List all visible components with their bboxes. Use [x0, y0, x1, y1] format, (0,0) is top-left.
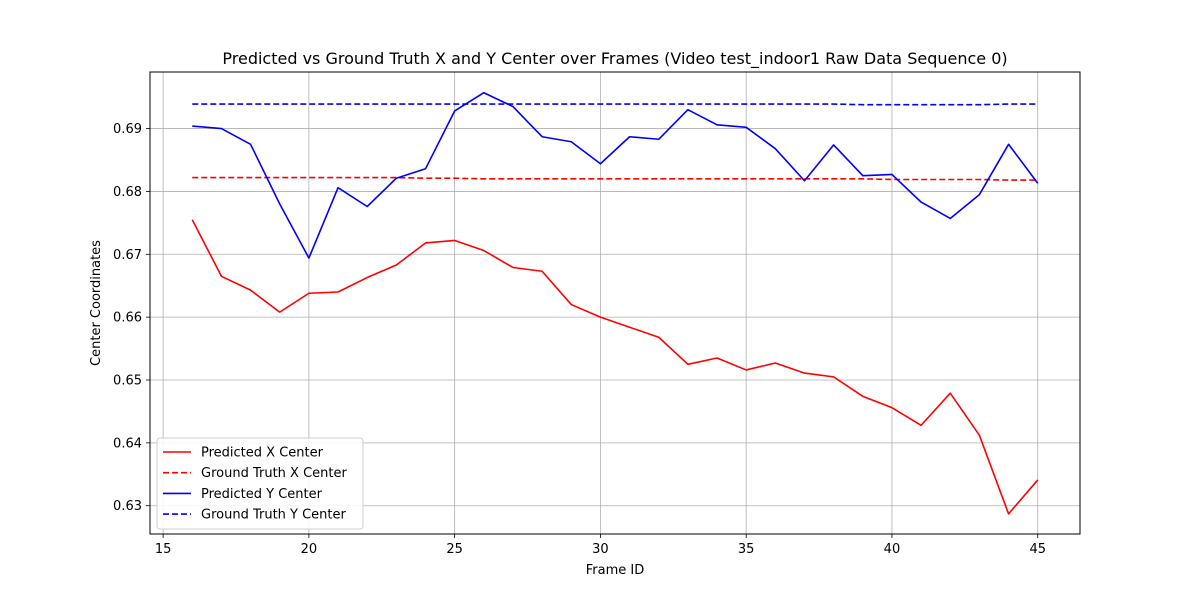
axis-ticks: 15 20 25 30 35 40 45 0.63 0.64 0.65 0.66 0.67 0.68 0.…	[113, 122, 1046, 557]
y-tick-label: 0.67	[113, 248, 142, 263]
legend: Predicted X Center Ground Truth X Center P…	[156, 437, 364, 530]
legend-label: Predicted X Center	[201, 446, 324, 461]
x-tick-label: 15	[155, 542, 172, 557]
legend-label: Ground Truth Y Center	[201, 508, 347, 523]
x-tick-label: 40	[884, 542, 901, 557]
y-tick-label: 0.65	[113, 374, 142, 389]
series-line-predicted-x-center	[191, 219, 1039, 515]
x-tick-label: 20	[301, 542, 318, 557]
y-tick-label: 0.66	[113, 311, 142, 326]
x-tick-label: 30	[592, 542, 609, 557]
y-axis-title: Center Coordinates	[89, 240, 104, 366]
chart-title: Predicted vs Ground Truth X and Y Center…	[222, 49, 1007, 69]
legend-label: Ground Truth X Center	[201, 466, 347, 481]
series-lines	[191, 91, 1039, 515]
x-tick-label: 35	[738, 542, 755, 557]
series-line-predicted-y-center	[192, 91, 1039, 259]
series-line-ground-truth-y-center	[192, 103, 1038, 106]
y-tick-label: 0.68	[113, 185, 142, 200]
x-axis-title: Frame ID	[586, 563, 644, 578]
y-tick-label: 0.69	[113, 122, 142, 137]
legend-box	[156, 437, 364, 530]
y-tick-label: 0.64	[113, 436, 142, 451]
legend-label: Predicted Y Center	[201, 487, 323, 502]
x-tick-label: 45	[1029, 542, 1046, 557]
y-tick-label: 0.63	[113, 499, 142, 514]
plot-frame	[149, 71, 1081, 535]
x-tick-label: 25	[446, 542, 463, 557]
